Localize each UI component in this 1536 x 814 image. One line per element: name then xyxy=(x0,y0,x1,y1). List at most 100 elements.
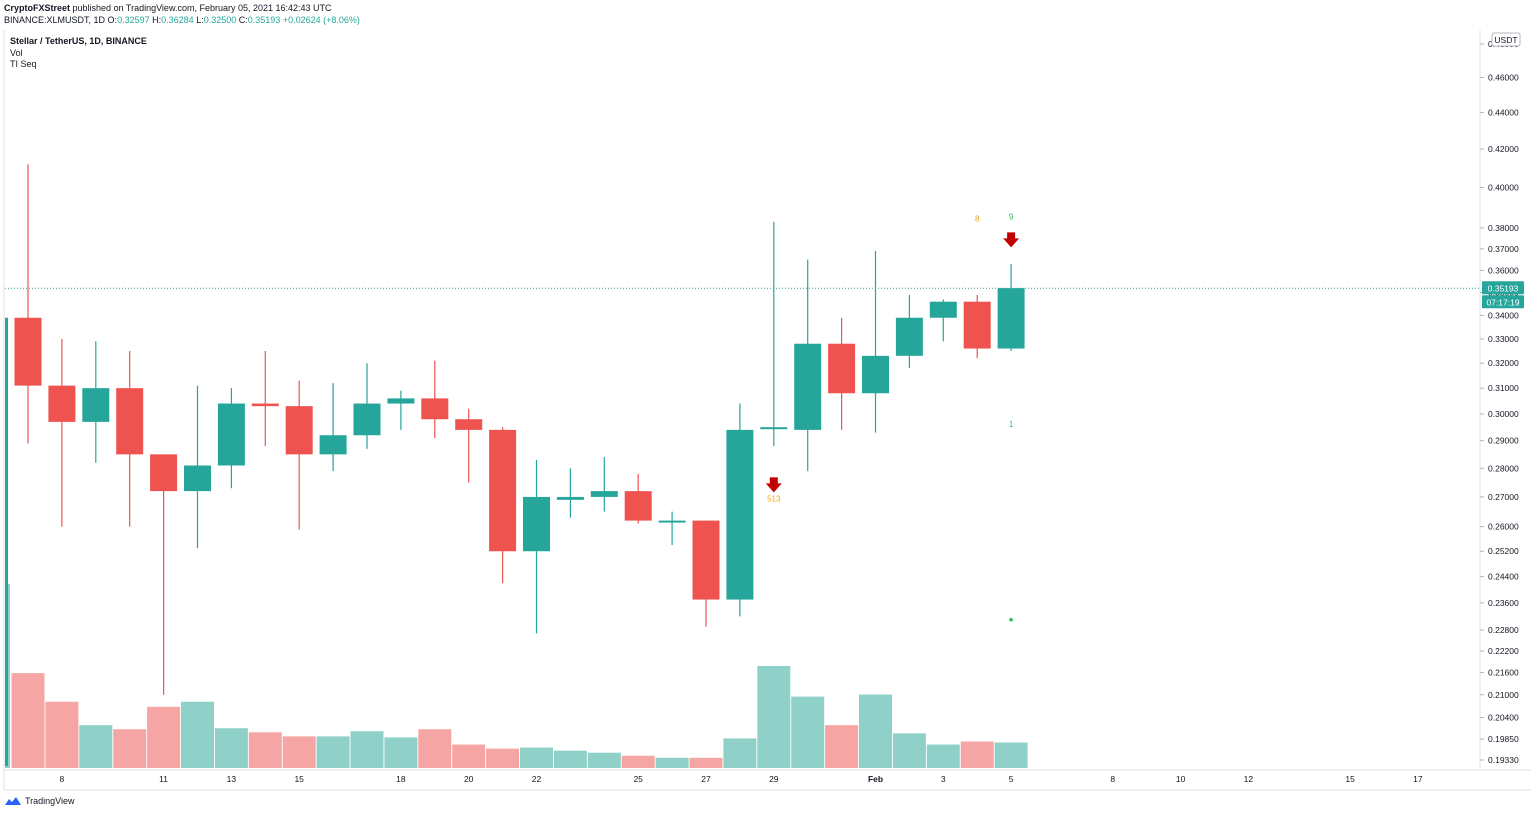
sequential-count-label: 1 xyxy=(1009,420,1014,429)
volume-bar xyxy=(45,701,79,768)
author-name[interactable]: CryptoFXStreet xyxy=(4,3,71,13)
x-tick-label: 15 xyxy=(294,774,304,784)
x-tick-label: 12 xyxy=(1244,774,1254,784)
y-tick-label: 0.19850 xyxy=(1488,734,1519,744)
candle-body xyxy=(82,388,110,422)
candle-body xyxy=(828,343,856,394)
high-label: H: xyxy=(152,15,162,25)
volume-bar xyxy=(248,732,282,768)
x-tick-label: 13 xyxy=(227,774,237,784)
publish-info: CryptoFXStreet published on TradingView.… xyxy=(4,3,332,13)
volume-bar xyxy=(892,733,926,768)
sequential-count-label: 513 xyxy=(767,494,781,503)
volume-bar xyxy=(113,729,147,768)
volume-bar xyxy=(859,694,892,768)
volume-bar xyxy=(723,738,757,768)
open-label: O: xyxy=(107,15,118,25)
y-tick-label: 0.31000 xyxy=(1488,383,1519,393)
candle-body xyxy=(285,406,313,455)
y-tick-label: 0.20400 xyxy=(1488,713,1519,723)
volume-bar xyxy=(147,706,181,768)
legend-seq[interactable]: TI Seq xyxy=(10,59,37,69)
sequential-count-label: 8 xyxy=(975,215,980,224)
ohlc-line: BINANCE:XLMUSDT, 1D O:0.32597 H:0.36284 … xyxy=(4,15,360,25)
x-tick-label: 15 xyxy=(1345,774,1355,784)
candle-body xyxy=(251,403,279,407)
x-tick-label: 3 xyxy=(941,774,946,784)
volume-bar xyxy=(757,666,791,768)
volume-bar xyxy=(621,755,655,768)
candle-body xyxy=(421,398,449,420)
legend-vol[interactable]: Vol xyxy=(10,47,23,58)
y-tick-label: 0.37000 xyxy=(1488,244,1519,254)
y-tick-label: 0.36000 xyxy=(1488,265,1519,275)
x-tick-label: 25 xyxy=(633,774,643,784)
x-tick-label: 18 xyxy=(396,774,406,784)
y-tick-label: 0.25200 xyxy=(1488,546,1519,556)
candle-body xyxy=(590,491,618,497)
y-tick-label: 0.42000 xyxy=(1488,144,1519,154)
volume-bar xyxy=(452,744,486,768)
y-tick-label: 0.27000 xyxy=(1488,492,1519,502)
candle-body xyxy=(184,465,211,492)
x-tick-label: 27 xyxy=(701,774,711,784)
y-tick-label: 0.26000 xyxy=(1488,522,1519,532)
candle-body xyxy=(455,419,483,430)
candle-body xyxy=(929,301,957,318)
volume-bar xyxy=(655,757,689,768)
x-tick-label: 11 xyxy=(159,774,168,784)
x-tick-label: 17 xyxy=(1413,774,1423,784)
candle-body xyxy=(353,403,381,436)
last-price-tag xyxy=(1482,281,1524,295)
volume-bar xyxy=(994,742,1028,768)
low-value: 0.32500 xyxy=(203,15,237,25)
high-value: 0.36284 xyxy=(161,15,194,25)
volume-bar xyxy=(960,741,994,768)
x-tick-label: 20 xyxy=(464,774,474,784)
y-tick-label: 0.19330 xyxy=(1488,755,1519,765)
change-value: +0.02624 (+8.06%) xyxy=(282,15,360,25)
x-tick-label: 8 xyxy=(60,774,65,784)
sequential-dot xyxy=(1009,617,1013,622)
y-tick-label: 0.33000 xyxy=(1488,334,1519,344)
candle-body xyxy=(862,355,889,394)
candle-body xyxy=(794,343,822,430)
y-tick-label: 0.21600 xyxy=(1488,668,1519,678)
volume-bar xyxy=(587,752,621,768)
y-tick-label: 0.38000 xyxy=(1488,223,1519,233)
y-tick-label: 0.24400 xyxy=(1488,572,1519,582)
tradingview-logo[interactable]: TradingView xyxy=(4,795,75,806)
y-tick-label: 0.44000 xyxy=(1488,107,1519,117)
sell-signal-arrow-icon xyxy=(1003,232,1020,248)
candle-body xyxy=(726,429,754,600)
y-tick-label: 0.22800 xyxy=(1488,625,1519,635)
candle-body xyxy=(895,317,923,356)
volume-bar xyxy=(316,736,350,768)
volume-bar xyxy=(418,729,452,768)
candle-body xyxy=(319,435,347,455)
y-tick-label: 0.30000 xyxy=(1488,409,1519,419)
last-price-label: 0.35193 xyxy=(1488,283,1519,293)
close-label: C: xyxy=(238,15,248,25)
y-tick-label: 0.40000 xyxy=(1488,183,1519,193)
volume-bar xyxy=(350,731,384,768)
unit-box xyxy=(1491,32,1521,47)
candle-body xyxy=(692,520,720,600)
volume-bar xyxy=(181,701,214,768)
candle-body xyxy=(217,403,245,466)
candle-body xyxy=(760,427,788,430)
y-tick-label: 0.46000 xyxy=(1488,72,1519,82)
brand-name: TradingView xyxy=(25,795,75,806)
volume-bar xyxy=(520,747,553,768)
countdown-label: 07:17:19 xyxy=(1486,297,1519,307)
unit-label: USDT xyxy=(1494,35,1517,45)
sell-signal-arrow-icon xyxy=(765,477,782,493)
volume-bar xyxy=(553,750,587,768)
volume-bar xyxy=(384,737,418,768)
candle-body xyxy=(997,288,1025,349)
chart-legend: Stellar / TetherUS, 1D, BINANCE Vol TI S… xyxy=(10,36,147,71)
candle-body xyxy=(14,317,42,386)
sequential-count-label: 9 xyxy=(1009,213,1014,222)
low-label: L: xyxy=(196,15,204,25)
